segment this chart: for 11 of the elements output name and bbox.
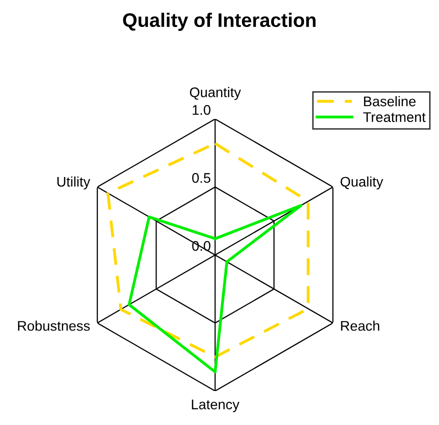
legend-label: Treatment [363, 112, 426, 122]
spoke-label: Latency [192, 400, 240, 412]
chart-title: Quality of Interaction [123, 12, 316, 31]
spoke-label: Robustness [18, 320, 90, 331]
y-tick-label: 1.0 [192, 105, 210, 115]
spoke-label: Reach [341, 320, 380, 331]
spoke-label: Utility [57, 176, 90, 190]
spoke-label: Quantity [190, 87, 241, 100]
spoke-label: Quality [340, 176, 384, 190]
legend-label: Baseline [364, 96, 416, 106]
y-tick-label: 0.5 [192, 173, 210, 183]
